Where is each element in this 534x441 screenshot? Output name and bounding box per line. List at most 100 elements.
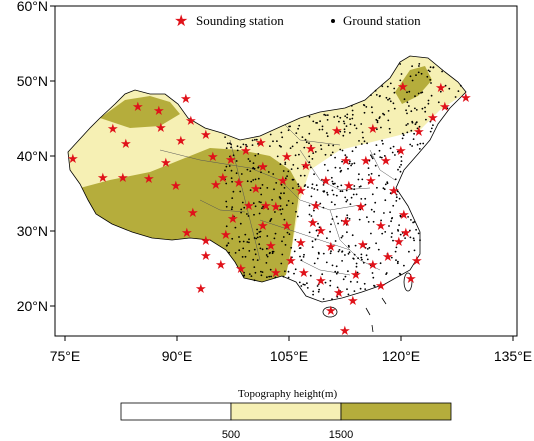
ground-station-dot [258,231,261,233]
ground-station-dot [375,94,378,96]
ground-station-dot [238,236,240,238]
ground-station-dot [302,256,305,258]
ground-station-dot [308,132,311,135]
ground-station-dot [324,153,327,156]
sounding-station-star: ★ [200,249,212,264]
ground-station-dot [386,182,389,185]
legend-sounding-icon: ★ [174,11,188,30]
ground-station-dot [341,149,344,152]
ground-station-dot [389,100,392,103]
ground-station-dot [281,253,284,256]
ground-station-dot [397,229,399,231]
ground-station-dot [280,192,282,195]
ground-station-dot [274,276,277,279]
sounding-station-star: ★ [439,100,451,115]
ground-station-dot [249,170,252,173]
ground-station-dot [272,140,274,143]
ground-station-dot [340,236,343,239]
ground-station-dot [329,252,332,255]
ground-station-dot [342,120,345,123]
ground-station-dot [357,178,360,181]
ground-station-dot [266,235,269,237]
ground-station-dot [292,187,294,190]
ground-station-dot [364,197,367,200]
sounding-station-star: ★ [265,239,277,254]
ground-station-dot [228,165,231,167]
ground-station-dot [379,156,382,159]
ground-station-dot [268,252,271,255]
ground-station-dot [291,145,294,148]
ground-station-dot [260,193,263,196]
ground-station-dot [243,275,245,277]
ground-station-dot [358,218,361,221]
ground-station-dot [303,185,306,188]
ytick-label: 60°N [17,0,48,14]
ground-station-dot [324,114,327,117]
ground-station-dot [351,150,354,153]
ground-station-dot [348,162,351,165]
ground-station-dot [402,134,405,137]
ground-station-dot [321,125,324,128]
ground-station-dot [397,168,399,171]
legend: ★ Sounding station Ground station [174,11,421,30]
taiwan-island [403,272,413,292]
sounding-station-star: ★ [187,206,199,221]
ground-station-dot [330,176,333,179]
sounding-station-star: ★ [225,153,237,168]
ground-station-dot [306,282,308,285]
ground-station-dot [262,205,264,208]
ground-station-dot [373,284,375,287]
topo-high [68,148,300,290]
sounding-station-star: ★ [382,250,394,265]
sounding-station-star: ★ [200,234,212,249]
ground-station-dot [335,215,338,218]
ground-station-dot [410,129,413,132]
ground-station-dot [252,179,255,181]
ground-station-dot [409,75,412,78]
ground-station-dot [294,238,297,241]
ground-station-dot [349,203,352,206]
ground-station-dot [226,142,229,145]
sounding-station-star: ★ [132,100,144,115]
sea-dash-lines [365,297,387,333]
colorbar: Topography height(m) 500 1500 [120,388,452,441]
ground-station-dot [374,89,377,92]
ground-station-dot [280,131,283,134]
sounding-station-star: ★ [200,128,212,143]
sounding-station-star: ★ [340,215,352,230]
ground-station-dot [336,286,339,289]
ground-station-dot [225,200,228,203]
ground-station-dot [330,223,332,226]
ground-station-dot [322,184,325,186]
sounding-station-star: ★ [298,266,310,281]
ground-station-dot [252,162,255,165]
ground-station-dot [299,174,302,177]
ground-station-dot [273,188,275,191]
ground-station-dot [360,143,363,145]
ground-station-dot [407,123,409,125]
ground-station-dot [399,233,402,236]
sounding-station-star: ★ [393,235,405,250]
ground-station-dot [341,235,344,237]
ground-station-dot [310,144,313,147]
ground-station-dot [430,94,433,97]
ground-station-dot [303,253,305,256]
ground-station-dot [284,163,287,166]
ground-station-dot [429,120,432,123]
ground-station-dot [317,251,320,254]
ground-station-dot [345,156,348,159]
ground-station-dot [316,285,319,287]
ground-station-dot [247,215,250,217]
ground-station-dot [454,96,457,98]
colorbar-tick-1500: 1500 [329,429,353,441]
ground-station-dot [351,113,354,116]
ground-station-dot [359,287,362,290]
ground-station-dot [256,228,258,231]
ground-station-dot [396,190,399,193]
ground-station-dot [303,174,306,177]
ground-station-dot [346,116,348,119]
ground-station-dot [368,246,371,249]
ground-station-dot [228,142,231,145]
sounding-station-star: ★ [227,212,239,227]
ground-station-dot [225,147,228,150]
